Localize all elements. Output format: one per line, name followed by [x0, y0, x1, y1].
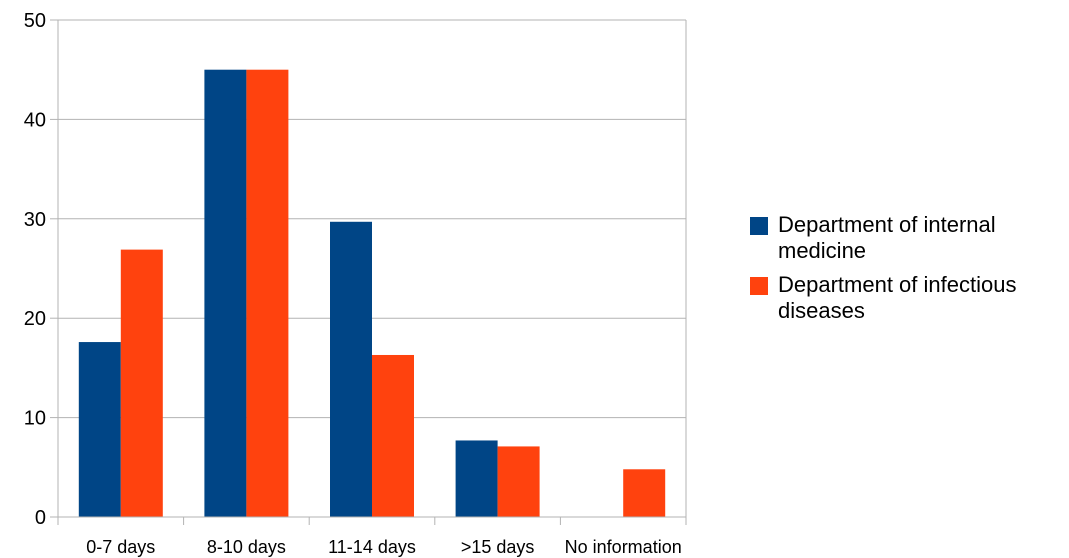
- axes: [50, 19, 687, 525]
- y-tick-label: 10: [24, 408, 46, 430]
- x-tick-label: 0-7 days: [86, 537, 155, 557]
- bar: [623, 469, 666, 517]
- x-tick-label: 8-10 days: [207, 537, 286, 557]
- y-tick-label: 0: [35, 507, 46, 529]
- x-tick-label: 11-14 days: [328, 537, 416, 557]
- legend-swatch: [750, 217, 768, 235]
- bar: [455, 440, 498, 517]
- bar: [78, 342, 121, 517]
- y-tick-label: 30: [24, 209, 46, 231]
- bar: [497, 446, 540, 517]
- bar-chart: 0 10 20 30 40 50 0-7 days 8-10 days 11-14 days >…: [24, 10, 687, 557]
- legend: Department of internal medicine Departme…: [750, 212, 1065, 332]
- x-tick-label: No information: [565, 537, 682, 557]
- bar: [246, 69, 289, 517]
- legend-label: Department of infectious diseases: [778, 272, 1017, 323]
- legend-swatch: [750, 277, 768, 295]
- x-tick-label: >15 days: [461, 537, 535, 557]
- legend-item-infectious-diseases: Department of infectious diseases: [750, 272, 1065, 324]
- bar: [330, 221, 372, 518]
- x-tick-labels: 0-7 days 8-10 days 11-14 days >15 days No in…: [86, 537, 681, 557]
- y-tick-label: 40: [24, 109, 46, 131]
- legend-item-internal-medicine: Department of internal medicine: [750, 212, 1065, 264]
- bar: [120, 249, 163, 517]
- y-tick-labels: 0 10 20 30 40 50: [24, 10, 46, 529]
- bar: [204, 69, 247, 517]
- y-tick-label: 20: [24, 308, 46, 330]
- y-tick-label: 50: [24, 10, 46, 32]
- bars: [78, 69, 666, 518]
- legend-label: Department of internal medicine: [778, 212, 996, 263]
- bar: [372, 354, 414, 517]
